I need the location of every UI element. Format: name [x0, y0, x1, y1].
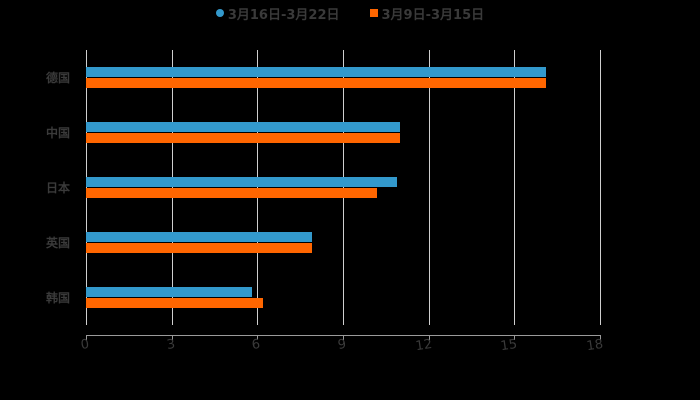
bar-series-2[interactable] — [86, 78, 546, 88]
y-category-label: 中国 — [46, 126, 71, 140]
bar-series-2[interactable] — [86, 133, 401, 143]
x-tick-label: 15 — [499, 337, 519, 355]
legend-item-series-1[interactable]: 3月16日-3月22日 — [215, 4, 340, 23]
gridline — [86, 50, 87, 325]
bar-series-2[interactable] — [86, 188, 378, 198]
x-tick — [257, 335, 259, 340]
bar-series-1[interactable] — [86, 67, 546, 77]
x-tick-label: 0 — [79, 337, 91, 354]
bar-series-1[interactable] — [86, 232, 312, 242]
y-category-label: 德国 — [46, 71, 71, 85]
bar-series-1[interactable] — [86, 287, 252, 297]
gridline — [428, 50, 430, 325]
x-tick — [514, 335, 516, 340]
chart-legend: 3月16日-3月22日 3月9日-3月15日 — [0, 4, 700, 23]
gridline — [171, 50, 173, 325]
x-tick — [343, 335, 344, 340]
bar-series-1[interactable] — [86, 177, 398, 187]
legend-item-series-2[interactable]: 3月9日-3月15日 — [369, 4, 485, 23]
x-tick — [600, 335, 601, 340]
x-tick — [171, 335, 173, 340]
legend-marker-circle-icon — [215, 9, 224, 17]
legend-label: 3月9日-3月15日 — [381, 7, 485, 23]
x-tick-label: 12 — [414, 337, 433, 355]
gridline — [257, 50, 259, 325]
plot-area — [86, 50, 601, 325]
y-category-label: 日本 — [46, 181, 71, 195]
gridline — [514, 50, 516, 325]
x-tick — [86, 335, 87, 340]
bar-series-2[interactable] — [86, 243, 312, 253]
bar-series-1[interactable] — [86, 122, 401, 132]
gridline — [343, 50, 344, 325]
bar-series-2[interactable] — [86, 298, 264, 308]
x-tick-label: 3 — [165, 337, 176, 354]
legend-marker-square-icon — [369, 9, 378, 17]
x-tick-label: 18 — [585, 337, 605, 355]
x-tick-label: 9 — [336, 337, 348, 354]
gridline — [600, 50, 601, 325]
x-tick — [428, 335, 430, 340]
y-category-label: 韩国 — [46, 291, 71, 305]
legend-label: 3月16日-3月22日 — [227, 7, 340, 23]
x-tick-label: 6 — [251, 337, 262, 354]
y-category-label: 英国 — [46, 236, 71, 250]
